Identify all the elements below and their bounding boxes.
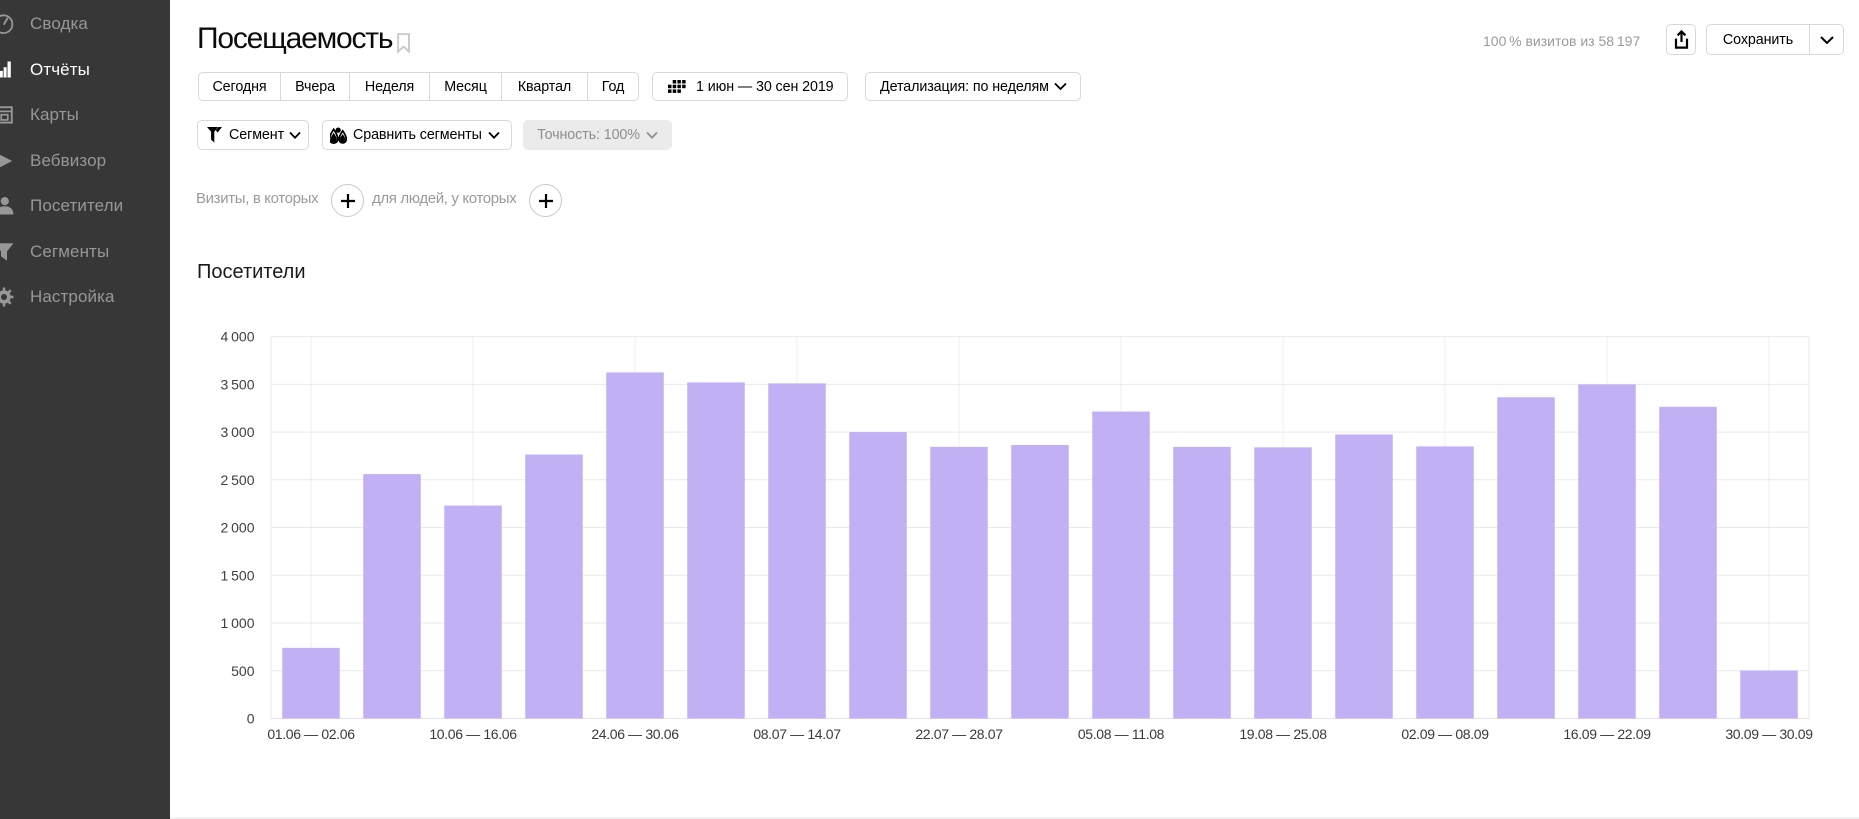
svg-text:16.09 — 22.09: 16.09 — 22.09: [1563, 726, 1651, 742]
svg-text:500: 500: [231, 663, 255, 679]
svg-text:0: 0: [247, 711, 255, 727]
svg-text:05.08 — 11.08: 05.08 — 11.08: [1078, 726, 1165, 742]
svg-text:08.07 — 14.07: 08.07 — 14.07: [753, 726, 841, 742]
svg-text:01.06 — 02.06: 01.06 — 02.06: [267, 726, 355, 742]
svg-text:3 500: 3 500: [221, 376, 255, 392]
svg-text:1 000: 1 000: [221, 615, 255, 631]
svg-text:19.08 — 25.08: 19.08 — 25.08: [1239, 726, 1327, 742]
svg-text:30.09 — 30.09: 30.09 — 30.09: [1725, 726, 1813, 742]
svg-text:1 500: 1 500: [221, 567, 255, 583]
svg-text:2 000: 2 000: [221, 520, 255, 536]
svg-text:10.06 — 16.06: 10.06 — 16.06: [429, 726, 517, 742]
svg-text:3 000: 3 000: [221, 424, 255, 440]
svg-text:24.06 — 30.06: 24.06 — 30.06: [591, 726, 679, 742]
svg-text:2 500: 2 500: [221, 472, 255, 488]
svg-text:02.09 — 08.09: 02.09 — 08.09: [1401, 726, 1489, 742]
svg-text:4 000: 4 000: [221, 329, 255, 345]
svg-text:22.07 — 28.07: 22.07 — 28.07: [915, 726, 1003, 742]
